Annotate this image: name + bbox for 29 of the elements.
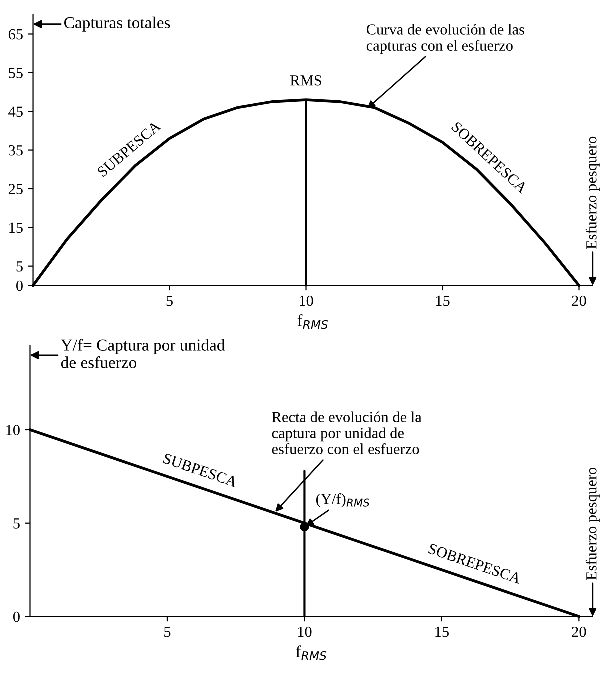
x-tick-label: 15 [436, 296, 450, 306]
annotation: Recta de evolución de la captura por unidad de esfuerzo con el esfuerzo [272, 412, 422, 454]
annotation: Esfuerzo pesquero [586, 468, 600, 580]
y-tick-label: 15 [10, 222, 23, 234]
y-axis-title: Capturas totales [64, 16, 170, 32]
x-tick-label: 20 [572, 296, 586, 306]
annotation: Curva de evolución de las capturas con el esfuerzo [366, 24, 524, 54]
y-tick-label: 55 [9, 68, 23, 78]
y-tick-label: 0 [16, 280, 23, 292]
x-tick-label: 5 [164, 627, 171, 638]
x-tick-label: 15 [436, 626, 449, 638]
y-tick-label: 65 [8, 29, 23, 40]
x-axis-title: f$_{RMS}$ [296, 646, 327, 660]
y-tick-label: 45 [8, 106, 23, 118]
y-tick-label: 5 [16, 262, 23, 272]
x-axis-title: f$_{RMS}$ [298, 314, 328, 330]
y-tick-label: 5 [14, 518, 20, 529]
y-tick-label: 25 [8, 184, 23, 194]
annotation: (Y/f)$_{RMS}$ [316, 493, 370, 508]
y-tick-label: 0 [13, 612, 20, 622]
x-tick-label: 10 [300, 296, 314, 306]
y-tick-label: 10 [6, 425, 20, 436]
y-tick-label: 35 [9, 145, 23, 156]
x-tick-label: 10 [298, 626, 312, 638]
annotation: RMS [290, 76, 322, 86]
x-tick-label: 20 [572, 626, 586, 638]
x-tick-label: 5 [166, 296, 173, 306]
y-axis-title: Y/f= Captura por unidad de esfuerzo [60, 339, 226, 368]
annotation: Esfuerzo pesquero [586, 136, 600, 250]
